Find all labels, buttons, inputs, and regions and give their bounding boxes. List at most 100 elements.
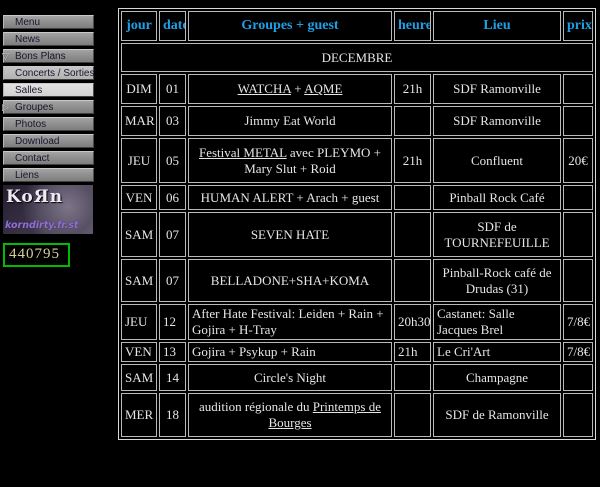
- cell-groupes: SEVEN HATE: [188, 212, 392, 257]
- cell-groupes: Festival METAL avec PLEYMO + Mary Slut +…: [188, 138, 392, 183]
- cell-prix: [563, 393, 593, 437]
- cell-heure: 21h: [394, 74, 431, 104]
- month-row: DECEMBRE: [121, 43, 593, 72]
- sidebar-item-bons-plans[interactable]: ▽ Bons Plans: [2, 49, 94, 63]
- cell-date: 07: [159, 259, 186, 302]
- cell-prix: [563, 259, 593, 302]
- cell-jour: MAR: [121, 106, 157, 136]
- korn-site-url: korndirty.fr.st: [5, 220, 79, 231]
- sidebar-item-label: Menu: [15, 17, 41, 28]
- cell-groupes: Jimmy Eat World: [188, 106, 392, 136]
- concert-row: MER 18 audition régionale du Printemps d…: [121, 393, 593, 437]
- cell-jour: SAM: [121, 259, 157, 302]
- cell-prix: [563, 106, 593, 136]
- sidebar-item-contact[interactable]: Contact: [3, 151, 94, 165]
- cell-heure: [394, 393, 431, 437]
- korn-banner-image[interactable]: KoЯn korndirty.fr.st: [3, 185, 93, 234]
- concert-row: SAM 14 Circle's Night Champagne: [121, 364, 593, 391]
- sidebar-item-label: Photos: [15, 119, 47, 130]
- sidebar-item-salles[interactable]: Salles: [3, 83, 94, 97]
- cell-jour: VEN: [121, 342, 157, 362]
- visitor-counter-value: 440795: [9, 246, 60, 262]
- cell-heure: 21h: [394, 342, 431, 362]
- cell-jour: JEU: [121, 138, 157, 183]
- month-title: DECEMBRE: [121, 43, 593, 72]
- sidebar-item-news[interactable]: News: [3, 32, 94, 46]
- column-header-jour: jour: [121, 11, 157, 41]
- cell-heure: [394, 185, 431, 210]
- cell-heure: 20h30: [394, 304, 431, 340]
- concert-row: MAR 03 Jimmy Eat World SDF Ramonville: [121, 106, 593, 136]
- column-header-prix: prix: [563, 11, 593, 41]
- band-link[interactable]: AQME: [304, 81, 343, 96]
- cell-groupes: WATCHA + AQME: [188, 74, 392, 104]
- cell-heure: [394, 364, 431, 391]
- triangle-down-icon: ▽: [2, 51, 9, 61]
- sidebar-item-label: Contact: [15, 153, 50, 164]
- cell-prix: 7/8€: [563, 304, 593, 340]
- sidebar-item-concerts-sorties[interactable]: Concerts / Sorties: [3, 66, 94, 80]
- concert-row: SAM 07 BELLADONE+SHA+KOMA Pinball-Rock c…: [121, 259, 593, 302]
- column-header-lieu: Lieu: [433, 11, 561, 41]
- concert-row: JEU 12 After Hate Festival: Leiden + Rai…: [121, 304, 593, 340]
- sidebar-item-download[interactable]: Download: [3, 134, 94, 148]
- triangle-right-icon: ▷: [2, 102, 9, 112]
- cell-jour: VEN: [121, 185, 157, 210]
- table-header-row: jour date Groupes + guest heure Lieu pri…: [121, 11, 593, 41]
- concerts-table: jour date Groupes + guest heure Lieu pri…: [118, 8, 596, 440]
- concert-row: VEN 06 HUMAN ALERT + Arach + guest Pinba…: [121, 185, 593, 210]
- cell-text: avec PLEYMO + Mary Slut + Roid: [244, 144, 381, 176]
- cell-heure: 21h: [394, 138, 431, 183]
- sidebar-item-label: Salles: [15, 85, 43, 96]
- sidebar-item-label: Groupes: [15, 102, 54, 113]
- sidebar-item-photos[interactable]: Photos: [3, 117, 94, 131]
- cell-groupes: BELLADONE+SHA+KOMA: [188, 259, 392, 302]
- cell-jour: JEU: [121, 304, 157, 340]
- cell-lieu: Le Cri'Art: [433, 342, 561, 362]
- band-link[interactable]: Printemps de Bourges: [268, 399, 381, 430]
- cell-date: 01: [159, 74, 186, 104]
- cell-date: 05: [159, 138, 186, 183]
- concert-row: JEU 05 Festival METAL avec PLEYMO + Mary…: [121, 138, 593, 183]
- sidebar-item-label: Liens: [15, 170, 39, 181]
- cell-text: audition régionale du: [199, 399, 313, 414]
- cell-lieu: SDF Ramonville: [433, 106, 561, 136]
- cell-lieu: Confluent: [433, 138, 561, 183]
- cell-jour: SAM: [121, 212, 157, 257]
- concert-row: DIM 01 WATCHA + AQME 21h SDF Ramonville: [121, 74, 593, 104]
- cell-groupes: Circle's Night: [188, 364, 392, 391]
- sidebar-item-label: Download: [15, 136, 60, 147]
- cell-jour: DIM: [121, 74, 157, 104]
- cell-date: 12: [159, 304, 186, 340]
- column-header-date: date: [159, 11, 186, 41]
- cell-prix: [563, 185, 593, 210]
- cell-date: 07: [159, 212, 186, 257]
- sidebar-item-liens[interactable]: Liens: [3, 168, 94, 182]
- cell-lieu: Pinball-Rock café de Drudas (31): [433, 259, 561, 302]
- cell-jour: SAM: [121, 364, 157, 391]
- cell-prix: [563, 74, 593, 104]
- visitor-counter: 440795: [3, 243, 70, 267]
- cell-date: 13: [159, 342, 186, 362]
- sidebar-item-label: Bons Plans: [15, 51, 66, 62]
- sidebar-item-menu[interactable]: Menu: [3, 15, 94, 29]
- cell-lieu: SDF de TOURNEFEUILLE: [433, 212, 561, 257]
- column-header-groupes: Groupes + guest: [188, 11, 392, 41]
- sidebar-item-label: News: [15, 34, 41, 45]
- cell-lieu: SDF de Ramonville: [433, 393, 561, 437]
- main-content: jour date Groupes + guest heure Lieu pri…: [118, 8, 596, 440]
- cell-prix: [563, 212, 593, 257]
- sidebar-item-groupes[interactable]: ▷ Groupes: [2, 100, 94, 114]
- band-link[interactable]: WATCHA: [237, 81, 292, 96]
- cell-date: 18: [159, 393, 186, 437]
- cell-prix: 7/8€: [563, 342, 593, 362]
- cell-prix: 20€: [563, 138, 593, 183]
- cell-groupes: HUMAN ALERT + Arach + guest: [188, 185, 392, 210]
- cell-heure: [394, 259, 431, 302]
- cell-heure: [394, 212, 431, 257]
- cell-lieu: Champagne: [433, 364, 561, 391]
- column-header-heure: heure: [394, 11, 431, 41]
- concert-row: VEN 13 Gojira + Psykup + Rain 21h Le Cri…: [121, 342, 593, 362]
- band-link[interactable]: Festival METAL: [198, 144, 287, 160]
- concert-row: SAM 07 SEVEN HATE SDF de TOURNEFEUILLE: [121, 212, 593, 257]
